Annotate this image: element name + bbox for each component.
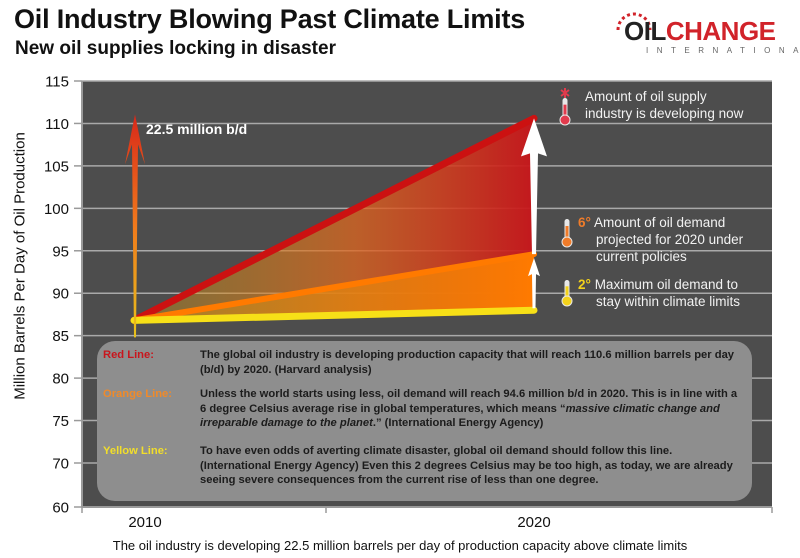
thermometer-fill	[565, 286, 569, 298]
thermometers	[559, 88, 573, 307]
legend-key-yellow: Yellow Line:	[103, 445, 168, 457]
series-line-yellow	[130, 306, 538, 324]
y-tick-label: 110	[45, 116, 69, 133]
legend-desc-yellow: To have even odds of averting climate di…	[200, 445, 733, 486]
gap-callout-label: 22.5 million b/d	[146, 121, 248, 137]
logo-change: CHANGE	[665, 16, 776, 46]
thermometer-bulb	[561, 295, 573, 307]
logo-wordmark: OILCHANGE	[624, 16, 776, 47]
annotation-supply-line1: Amount of oil supply	[585, 89, 707, 104]
annotation-2-degree: 2° Maximum oil demand to stay within cli…	[578, 276, 740, 310]
annotation-6-degree-value: 6°	[578, 215, 591, 230]
annotation-6-degree-line2: projected for 2020 under	[596, 232, 744, 247]
legend-desc-orange: Unless the world starts using less, oil …	[200, 387, 745, 431]
thermometer-bulb	[559, 114, 571, 126]
chart-caption: The oil industry is developing 22.5 mill…	[112, 538, 688, 553]
y-tick-label: 115	[45, 74, 69, 91]
y-tick-label: 80	[52, 371, 69, 388]
y-tick-label: 60	[52, 500, 69, 517]
y-tick-label: 85	[52, 328, 69, 345]
y-tick-label: 75	[52, 413, 69, 430]
annotation-6-degree: 6° Amount of oil demand projected for 20…	[578, 214, 743, 265]
thermometer-bulb	[561, 236, 573, 248]
legend-desc-orange-a: Unless the world starts using less, oil …	[200, 388, 738, 415]
logo-oil: OIL	[624, 16, 666, 46]
arrows	[125, 114, 547, 338]
thermometer-fill	[565, 226, 569, 239]
y-tick-label: 100	[44, 201, 69, 218]
annotation-2-degree-line2: stay within climate limits	[596, 294, 741, 309]
legend-box: Red Line: The global oil industry is dev…	[97, 341, 752, 501]
legend-key-orange: Orange Line:	[103, 388, 172, 400]
y-tick-label: 70	[52, 456, 69, 473]
thermometer-burst	[560, 88, 570, 98]
y-axis-label: Million Barrels Per Day of Oil Productio…	[11, 132, 29, 400]
gap-arrow-2010	[125, 114, 145, 338]
y-axis-ticks: 60 70 75 80 85 90 95 100 105 110 115	[44, 74, 82, 517]
white-arrow-lower	[528, 258, 540, 309]
series-line-orange	[131, 251, 537, 324]
annotation-supply: Amount of oil supply industry is develop…	[585, 88, 743, 122]
annotation-6-degree-line1: Amount of oil demand	[593, 215, 726, 230]
annotation-supply-line2: industry is developing now	[585, 106, 744, 121]
series-line-red	[130, 114, 538, 324]
series-lines	[130, 114, 538, 324]
chart-subtitle: New oil supplies locking in disaster	[15, 38, 336, 59]
legend-key-red: Red Line:	[103, 349, 154, 361]
chart-title: Oil Industry Blowing Past Climate Limits	[14, 4, 526, 34]
gear-sun-icon	[616, 12, 652, 31]
y-tick-label: 90	[52, 286, 69, 303]
thermometer-orange-icon	[561, 219, 573, 248]
x-tick-label-2020: 2020	[517, 514, 551, 531]
legend-desc-red: The global oil industry is developing pr…	[200, 349, 735, 376]
annotation-2-degree-value: 2°	[578, 277, 591, 292]
white-arrow-upper	[521, 118, 547, 255]
thermometer-fill	[563, 104, 567, 117]
oil-change-international-logo: OILCHANGE INTERNATIONAL	[600, 6, 800, 61]
thermometer-yellow-icon	[561, 280, 573, 307]
y-tick-label: 105	[44, 158, 69, 175]
y-tick-label: 95	[52, 243, 69, 260]
legend-desc-orange-quote: massive climatic change and irreparable …	[200, 402, 720, 430]
x-tick-label-2010: 2010	[128, 514, 162, 531]
logo-subtitle: INTERNATIONAL	[646, 46, 800, 55]
legend-desc-orange-b: .” (International Energy Agency)	[372, 417, 544, 429]
annotation-2-degree-line1: Maximum oil demand to	[594, 277, 738, 292]
annotation-6-degree-line3: current policies	[596, 249, 687, 264]
thermometer-red-icon	[559, 88, 571, 126]
